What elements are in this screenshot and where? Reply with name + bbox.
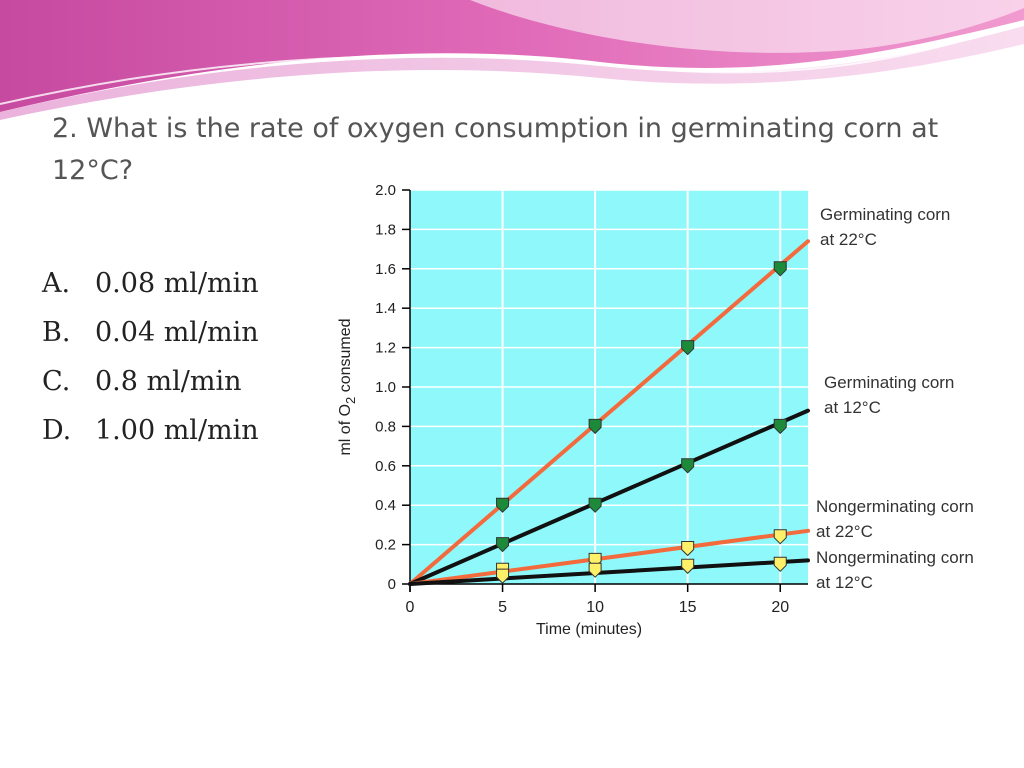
y-tick-label: 1.4 xyxy=(375,300,396,317)
answer-text: 1.00 ml/min xyxy=(95,415,259,446)
y-tick-label: 0 xyxy=(388,576,396,593)
data-point xyxy=(588,562,602,578)
x-tick-label: 0 xyxy=(406,599,415,616)
data-point xyxy=(496,568,510,584)
series-label-line2: at 12°C xyxy=(816,573,873,592)
answer-letter: A. xyxy=(42,268,71,299)
data-point xyxy=(496,497,510,513)
data-point xyxy=(588,418,602,435)
x-tick-label: 20 xyxy=(771,599,789,616)
data-point xyxy=(773,261,787,277)
y-axis-label-end: consumed xyxy=(337,318,354,396)
answer-option-b[interactable]: B. 0.04 ml/min xyxy=(42,311,259,360)
series-label-line1: Germinating corn xyxy=(824,373,954,392)
series-label-line1: Nongerminating corn xyxy=(816,497,974,516)
answer-letter: D. xyxy=(42,415,72,446)
y-tick-label: 1.0 xyxy=(375,379,396,396)
x-axis-label: Time (minutes) xyxy=(536,621,642,638)
x-tick-label: 10 xyxy=(586,599,604,616)
series-3: Nongerminating corn at 22°C xyxy=(408,497,974,586)
question-text: 2. What is the rate of oxygen consumptio… xyxy=(52,113,939,186)
y-tick-label: 1.8 xyxy=(375,221,396,238)
series-label-line1: Nongerminating corn xyxy=(816,548,974,567)
y-tick-label: 0.4 xyxy=(375,497,396,514)
y-tick-label: 2.0 xyxy=(375,182,396,199)
data-point xyxy=(681,340,695,356)
data-point xyxy=(773,529,787,545)
answer-text: 0.08 ml/min xyxy=(95,268,259,299)
answer-option-c[interactable]: C. 0.8 ml/min xyxy=(42,360,259,409)
oxygen-consumption-chart: 0 5 10 15 20 0 0.2 0.4 0.6 0.8 1.0 1.2 1.4 1.6 1.8 2.0 T… xyxy=(337,182,974,638)
x-tick-label: 15 xyxy=(679,599,697,616)
data-point xyxy=(496,537,510,553)
series-2: Germinating corn at 12°C xyxy=(408,373,954,586)
y-axis-label-main: ml of O xyxy=(337,404,354,456)
data-point xyxy=(681,558,695,574)
y-tick-label: 1.6 xyxy=(375,261,396,278)
answer-text: 0.8 ml/min xyxy=(95,366,242,397)
y-tick-label: 0.6 xyxy=(375,458,396,475)
data-point xyxy=(773,556,787,573)
data-point xyxy=(773,418,787,435)
series-4: Nongerminating corn at 12°C xyxy=(408,548,974,592)
data-point xyxy=(588,497,602,513)
series-label-line2: at 22°C xyxy=(820,230,877,249)
answer-text: 0.04 ml/min xyxy=(95,317,259,348)
answer-list: A. 0.08 ml/min B. 0.04 ml/min C. 0.8 ml/min… xyxy=(42,262,259,458)
series-line xyxy=(408,408,810,586)
answer-option-d[interactable]: D. 1.00 ml/min xyxy=(42,409,259,458)
series-label-line1: Germinating corn xyxy=(820,205,950,224)
answer-option-a[interactable]: A. 0.08 ml/min xyxy=(42,262,259,311)
series-line xyxy=(408,558,810,586)
y-axis-label-subscript: 2 xyxy=(343,397,358,404)
series-label-line2: at 12°C xyxy=(824,398,881,417)
x-tick-label: 5 xyxy=(498,599,507,616)
data-point xyxy=(681,458,695,474)
series-1: Germinating corn at 22°C xyxy=(408,205,950,586)
series-line xyxy=(408,528,810,586)
y-tick-label: 0.8 xyxy=(375,418,396,435)
y-axis-label: ml of O2 consumed xyxy=(337,318,358,455)
series-label-line2: at 22°C xyxy=(816,522,873,541)
answer-letter: C. xyxy=(42,366,71,397)
y-tick-label: 0.2 xyxy=(375,537,396,554)
decorative-banner xyxy=(0,0,1024,120)
data-point xyxy=(681,541,695,557)
series-line xyxy=(408,239,810,586)
y-tick-label: 1.2 xyxy=(375,340,396,357)
answer-letter: B. xyxy=(42,317,71,348)
